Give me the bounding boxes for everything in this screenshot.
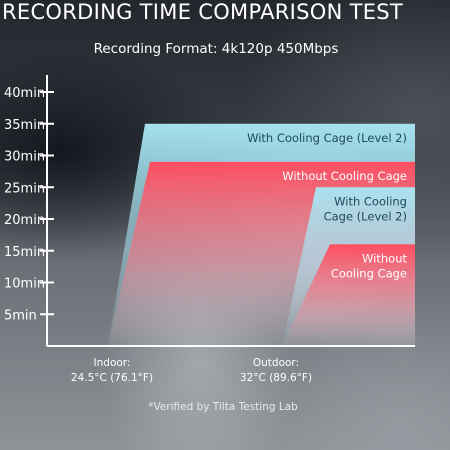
label-indoor-without-cooling-cage: Without Cooling Cage	[282, 169, 407, 183]
y-tick-label: 15min	[4, 245, 45, 260]
y-tick-label: 25min	[4, 181, 45, 196]
y-tick-label: 5min	[4, 308, 37, 323]
label-outdoor-without-cooling-cage: Cooling Cage	[331, 266, 407, 280]
y-tick-label: 40min	[4, 86, 45, 101]
x-category-outdoor-line1: Outdoor:	[253, 357, 299, 369]
series-areas	[108, 123, 415, 346]
label-outdoor-with-cooling-cage: Cage (Level 2)	[324, 209, 407, 223]
label-outdoor-with-cooling-cage: With Cooling	[334, 194, 407, 208]
x-category-indoor-line1: Indoor:	[94, 357, 131, 369]
y-axis-ticks: 5min 10min 15min 20min 25min 30min 35min 40min	[4, 86, 54, 323]
chart-title: RECORDING TIME COMPARISON TEST	[2, 0, 403, 24]
y-tick-label: 20min	[4, 213, 45, 228]
y-tick-label: 35min	[4, 118, 45, 133]
chart-subtitle: Recording Format: 4k120p 450Mbps	[94, 41, 339, 57]
series-labels: With Cooling Cage (Level 2) Without Cooli…	[247, 131, 407, 281]
y-tick-label: 10min	[4, 277, 45, 292]
x-category-outdoor-line2: 32°C (89.6°F)	[240, 372, 312, 384]
label-outdoor-without-cooling-cage: Without	[362, 251, 407, 265]
area-outdoor-without-cooling-cage	[282, 244, 415, 346]
label-indoor-with-cooling-cage: With Cooling Cage (Level 2)	[247, 131, 407, 145]
footnote: *Verified by Tilta Testing Lab	[148, 401, 298, 413]
x-category-indoor-line2: 24.5°C (76.1°F)	[71, 372, 153, 384]
y-tick-label: 30min	[4, 150, 45, 165]
